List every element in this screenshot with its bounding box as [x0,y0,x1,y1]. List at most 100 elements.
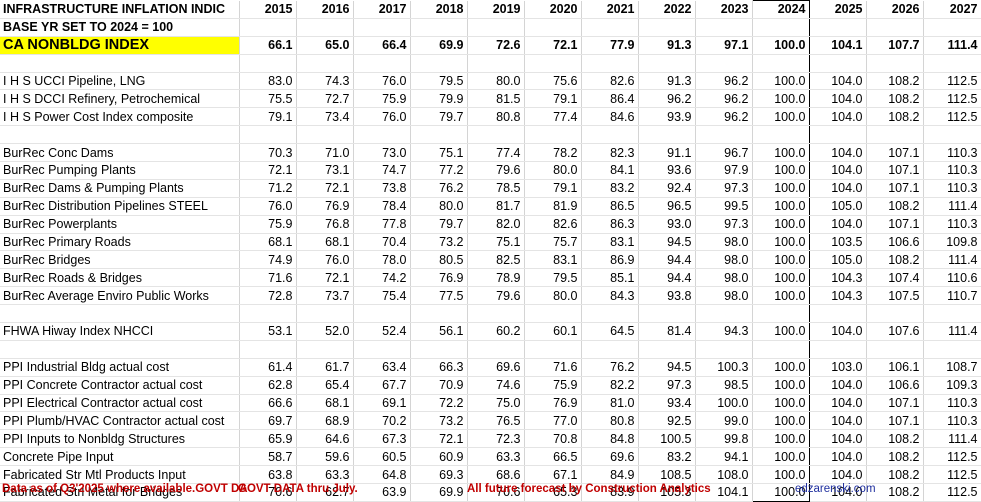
value-cell[interactable]: 79.1 [524,179,582,198]
value-cell[interactable]: 72.1 [524,36,582,55]
value-cell[interactable]: 111.4 [923,322,981,341]
value-cell[interactable]: 103.0 [809,358,867,377]
value-cell[interactable]: 100.0 [751,447,810,467]
value-cell[interactable] [866,18,924,37]
value-cell[interactable]: 79.1 [524,89,582,109]
value-cell[interactable] [638,54,696,73]
value-cell[interactable]: 100.0 [751,197,810,216]
value-cell[interactable] [751,304,810,324]
value-cell[interactable]: 93.9 [638,107,696,127]
value-cell[interactable]: 72.1 [239,161,297,180]
value-cell[interactable]: 109.8 [923,233,981,252]
value-cell[interactable]: 110.3 [923,143,981,163]
value-cell[interactable]: 80.0 [524,286,582,306]
value-cell[interactable]: 100.0 [751,465,810,485]
value-cell[interactable]: 52.4 [353,322,411,341]
year-header[interactable]: 2017 [353,0,411,19]
value-cell[interactable]: 96.5 [638,197,696,216]
value-cell[interactable]: 110.3 [923,179,981,198]
value-cell[interactable]: 77.2 [410,161,468,180]
value-cell[interactable] [296,125,354,145]
value-cell[interactable] [410,125,468,145]
value-cell[interactable]: 84.8 [581,429,639,449]
value-cell[interactable]: 79.5 [524,268,582,288]
value-cell[interactable]: 97.9 [695,161,753,180]
value-cell[interactable] [751,54,810,73]
value-cell[interactable] [751,125,810,145]
value-cell[interactable] [923,304,981,324]
value-cell[interactable] [353,340,411,359]
value-cell[interactable]: 84.6 [581,107,639,127]
value-cell[interactable]: 100.0 [751,36,810,55]
value-cell[interactable]: 60.2 [467,322,525,341]
value-cell[interactable]: 74.2 [353,268,411,288]
value-cell[interactable]: 104.0 [809,89,867,109]
value-cell[interactable]: 75.4 [353,286,411,306]
value-cell[interactable]: 105.0 [809,197,867,216]
value-cell[interactable]: 104.0 [809,322,867,341]
value-cell[interactable]: 79.9 [410,89,468,109]
value-cell[interactable]: 83.2 [581,179,639,198]
row-label[interactable]: I H S DCCI Refinery, Petrochemical [0,89,240,109]
value-cell[interactable]: 79.6 [467,286,525,306]
value-cell[interactable]: 82.2 [581,376,639,395]
value-cell[interactable]: 76.8 [296,215,354,234]
value-cell[interactable]: 93.6 [638,161,696,180]
value-cell[interactable]: 72.6 [467,36,525,55]
value-cell[interactable]: 76.5 [467,411,525,431]
value-cell[interactable]: 76.9 [524,394,582,413]
value-cell[interactable]: 72.1 [410,429,468,449]
value-cell[interactable] [524,18,582,37]
value-cell[interactable]: 86.4 [581,89,639,109]
value-cell[interactable]: 73.7 [296,286,354,306]
value-cell[interactable]: 86.5 [581,197,639,216]
value-cell[interactable]: 106.1 [866,358,924,377]
value-cell[interactable] [467,54,525,73]
value-cell[interactable]: 96.2 [695,107,753,127]
value-cell[interactable]: 64.8 [353,465,411,485]
row-label[interactable]: BurRec Conc Dams [0,143,240,163]
row-label[interactable]: I H S UCCI Pipeline, LNG [0,72,240,91]
value-cell[interactable]: 72.2 [410,394,468,413]
value-cell[interactable]: 109.3 [923,376,981,395]
value-cell[interactable] [866,304,924,324]
row-label[interactable]: I H S Power Cost Index composite [0,107,240,127]
value-cell[interactable]: 81.5 [467,89,525,109]
value-cell[interactable]: 66.5 [524,447,582,467]
value-cell[interactable]: 68.9 [296,411,354,431]
value-cell[interactable]: 100.0 [751,286,810,306]
value-cell[interactable]: 80.8 [581,411,639,431]
value-cell[interactable]: 70.2 [353,411,411,431]
value-cell[interactable]: 96.2 [638,89,696,109]
value-cell[interactable] [239,54,297,73]
value-cell[interactable]: 66.4 [353,36,411,55]
value-cell[interactable]: 68.1 [296,394,354,413]
value-cell[interactable]: 66.3 [410,358,468,377]
value-cell[interactable]: 99.5 [695,197,753,216]
value-cell[interactable]: 99.0 [695,411,753,431]
value-cell[interactable]: 71.6 [524,358,582,377]
row-label[interactable] [0,340,240,359]
value-cell[interactable]: 104.0 [809,72,867,91]
value-cell[interactable]: 69.6 [467,358,525,377]
value-cell[interactable]: 69.9 [410,36,468,55]
row-label[interactable]: PPI Industrial Bldg actual cost [0,358,240,377]
value-cell[interactable]: 110.3 [923,394,981,413]
value-cell[interactable]: 97.3 [638,376,696,395]
value-cell[interactable]: 69.1 [353,394,411,413]
value-cell[interactable]: 80.0 [524,161,582,180]
value-cell[interactable]: 104.0 [809,161,867,180]
value-cell[interactable] [524,304,582,324]
value-cell[interactable] [467,304,525,324]
value-cell[interactable]: 59.6 [296,447,354,467]
value-cell[interactable] [296,304,354,324]
value-cell[interactable]: 67.7 [353,376,411,395]
value-cell[interactable]: 67.3 [353,429,411,449]
value-cell[interactable]: 94.1 [695,447,753,467]
value-cell[interactable]: 104.0 [809,465,867,485]
value-cell[interactable]: 72.3 [467,429,525,449]
value-cell[interactable]: 108.2 [866,197,924,216]
value-cell[interactable]: 61.7 [296,358,354,377]
value-cell[interactable]: 86.9 [581,250,639,270]
value-cell[interactable]: 79.7 [410,107,468,127]
